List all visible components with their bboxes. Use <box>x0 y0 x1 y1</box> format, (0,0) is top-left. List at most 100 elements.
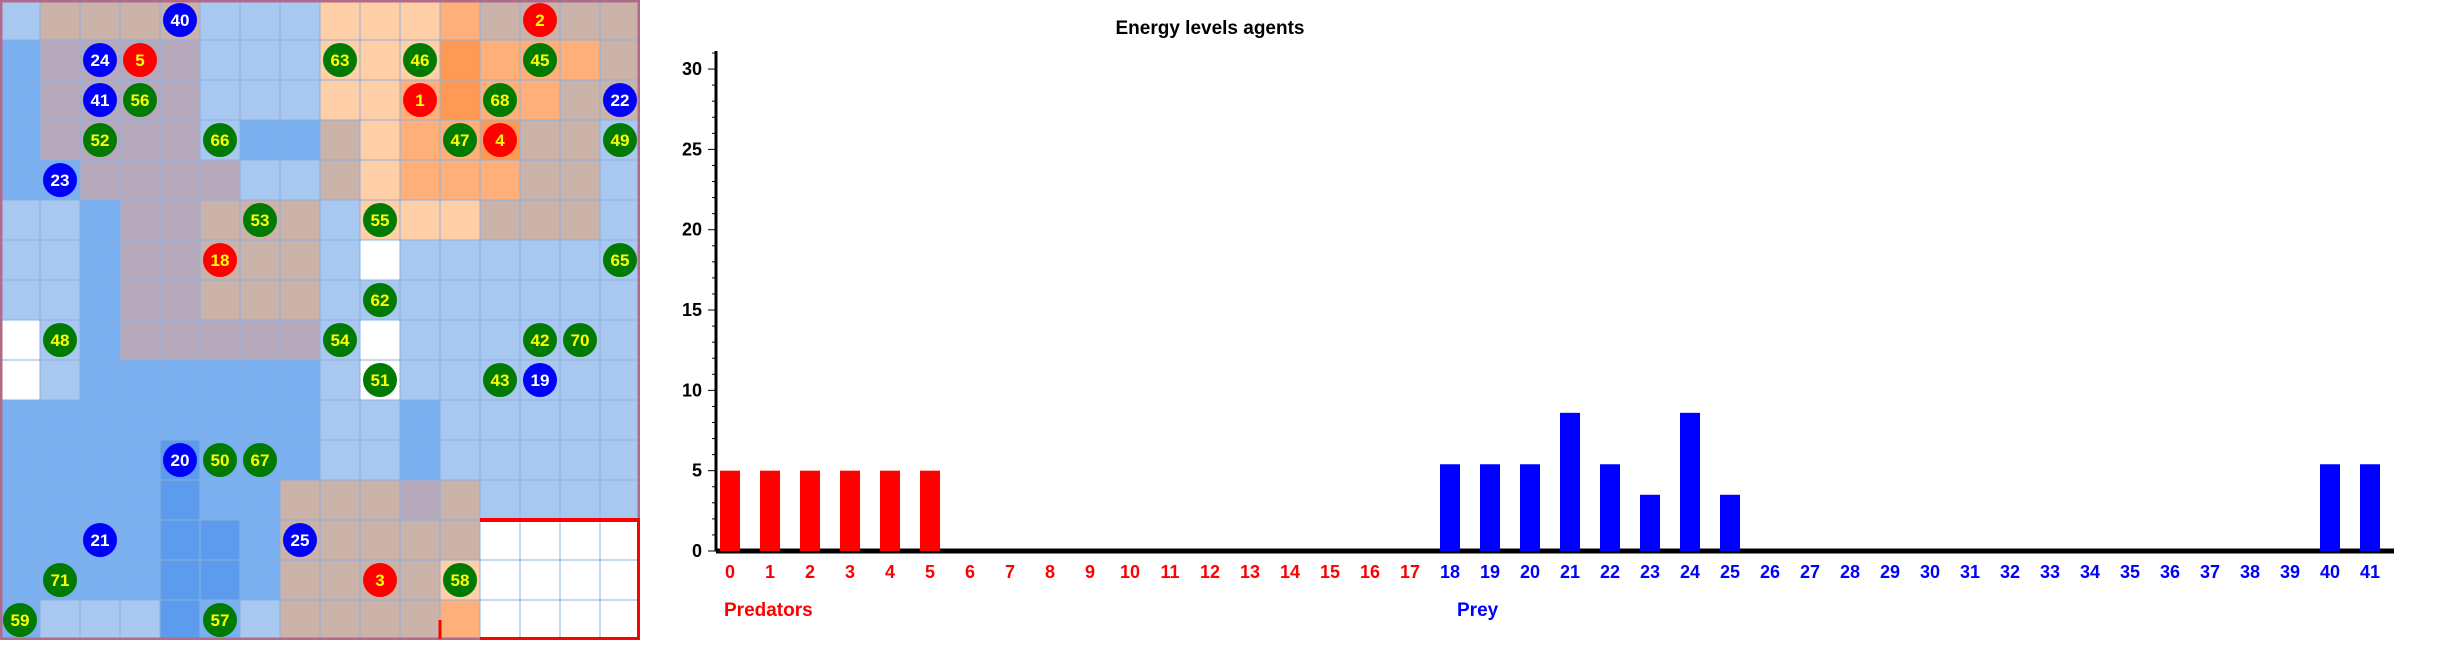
x-tick-label: 2 <box>805 562 815 582</box>
agent-predator[interactable]: 18 <box>203 243 237 277</box>
grid-cell <box>0 119 41 161</box>
agent-label: 40 <box>171 11 190 30</box>
agent-green[interactable]: 48 <box>43 323 77 357</box>
x-tick-label: 22 <box>1600 562 1620 582</box>
agent-prey[interactable]: 23 <box>43 163 77 197</box>
grid-cell <box>0 359 41 401</box>
agent-marker <box>283 523 317 557</box>
grid-cell <box>559 399 601 441</box>
grid-cell <box>279 279 321 321</box>
grid-cell <box>119 239 161 281</box>
agent-green[interactable]: 42 <box>523 323 557 357</box>
agent-marker <box>243 443 277 477</box>
agent-green[interactable]: 67 <box>243 443 277 477</box>
agent-green[interactable]: 55 <box>363 203 397 237</box>
agent-prey[interactable]: 22 <box>603 83 637 117</box>
agent-green[interactable]: 52 <box>83 123 117 157</box>
grid-cell <box>39 439 81 481</box>
agent-green[interactable]: 68 <box>483 83 517 117</box>
agent-green[interactable]: 43 <box>483 363 517 397</box>
grid-cell <box>39 279 81 321</box>
bar <box>1440 464 1460 551</box>
agent-green[interactable]: 47 <box>443 123 477 157</box>
agent-marker <box>203 123 237 157</box>
agent-marker <box>403 43 437 77</box>
agent-green[interactable]: 71 <box>43 563 77 597</box>
bar <box>840 470 860 551</box>
agent-marker <box>243 203 277 237</box>
agent-prey[interactable]: 25 <box>283 523 317 557</box>
agent-green[interactable]: 46 <box>403 43 437 77</box>
agent-label: 45 <box>531 51 550 70</box>
agent-predator[interactable]: 3 <box>363 563 397 597</box>
agent-prey[interactable]: 24 <box>83 43 117 77</box>
agent-green[interactable]: 51 <box>363 363 397 397</box>
agent-prey[interactable]: 21 <box>83 523 117 557</box>
agent-label: 51 <box>371 371 390 390</box>
grid-cell <box>359 399 401 441</box>
agent-green[interactable]: 45 <box>523 43 557 77</box>
x-tick-label: 1 <box>765 562 775 582</box>
grid-cell <box>159 39 201 81</box>
grid-cell <box>399 479 441 521</box>
x-tick-label: 26 <box>1760 562 1780 582</box>
agent-green[interactable]: 62 <box>363 283 397 317</box>
grid-cell <box>199 79 241 121</box>
agent-marker <box>323 43 357 77</box>
agent-predator[interactable]: 1 <box>403 83 437 117</box>
agent-green[interactable]: 54 <box>323 323 357 357</box>
agent-prey[interactable]: 40 <box>163 3 197 37</box>
grid-cell <box>159 399 201 441</box>
x-tick-label: 10 <box>1120 562 1140 582</box>
agent-marker <box>483 123 517 157</box>
agent-marker <box>403 83 437 117</box>
grid-cell <box>359 239 401 281</box>
grid-cell <box>319 239 361 281</box>
grid-cell <box>119 399 161 441</box>
grid-cell <box>239 119 281 161</box>
grid-cell <box>79 479 121 521</box>
grid-cell <box>599 439 641 481</box>
grid-cell <box>0 319 41 361</box>
agent-green[interactable]: 53 <box>243 203 277 237</box>
grid-cell <box>119 199 161 241</box>
grid-cell <box>559 479 601 521</box>
agent-green[interactable]: 59 <box>3 603 37 637</box>
prey-group-label: Prey <box>1457 600 1499 621</box>
grid-cell <box>199 479 241 521</box>
agent-marker <box>443 123 477 157</box>
agent-green[interactable]: 49 <box>603 123 637 157</box>
agent-green[interactable]: 50 <box>203 443 237 477</box>
grid-cell <box>239 79 281 121</box>
grid-cell <box>599 199 641 241</box>
agent-green[interactable]: 58 <box>443 563 477 597</box>
agent-label: 53 <box>251 211 270 230</box>
bar <box>1720 494 1740 551</box>
agent-green[interactable]: 70 <box>563 323 597 357</box>
grid-cell <box>119 159 161 201</box>
agent-green[interactable]: 57 <box>203 603 237 637</box>
grid-cell <box>279 359 321 401</box>
agent-green[interactable]: 66 <box>203 123 237 157</box>
agent-prey[interactable]: 20 <box>163 443 197 477</box>
grid-cell <box>159 119 201 161</box>
grid-cell <box>399 439 441 481</box>
grid-cell <box>479 159 521 201</box>
grid-cell <box>519 119 561 161</box>
agent-label: 58 <box>451 571 470 590</box>
agent-prey[interactable]: 41 <box>83 83 117 117</box>
agent-predator[interactable]: 5 <box>123 43 157 77</box>
grid-cell <box>439 239 481 281</box>
agent-green[interactable]: 63 <box>323 43 357 77</box>
grid-cell <box>599 559 641 601</box>
grid-cell <box>559 159 601 201</box>
agent-prey[interactable]: 19 <box>523 363 557 397</box>
agent-predator[interactable]: 2 <box>523 3 557 37</box>
agent-green[interactable]: 65 <box>603 243 637 277</box>
agent-marker <box>83 123 117 157</box>
grid-cell <box>599 319 641 361</box>
grid-cell <box>519 399 561 441</box>
agent-predator[interactable]: 4 <box>483 123 517 157</box>
agent-green[interactable]: 56 <box>123 83 157 117</box>
grid-cell <box>439 599 481 641</box>
